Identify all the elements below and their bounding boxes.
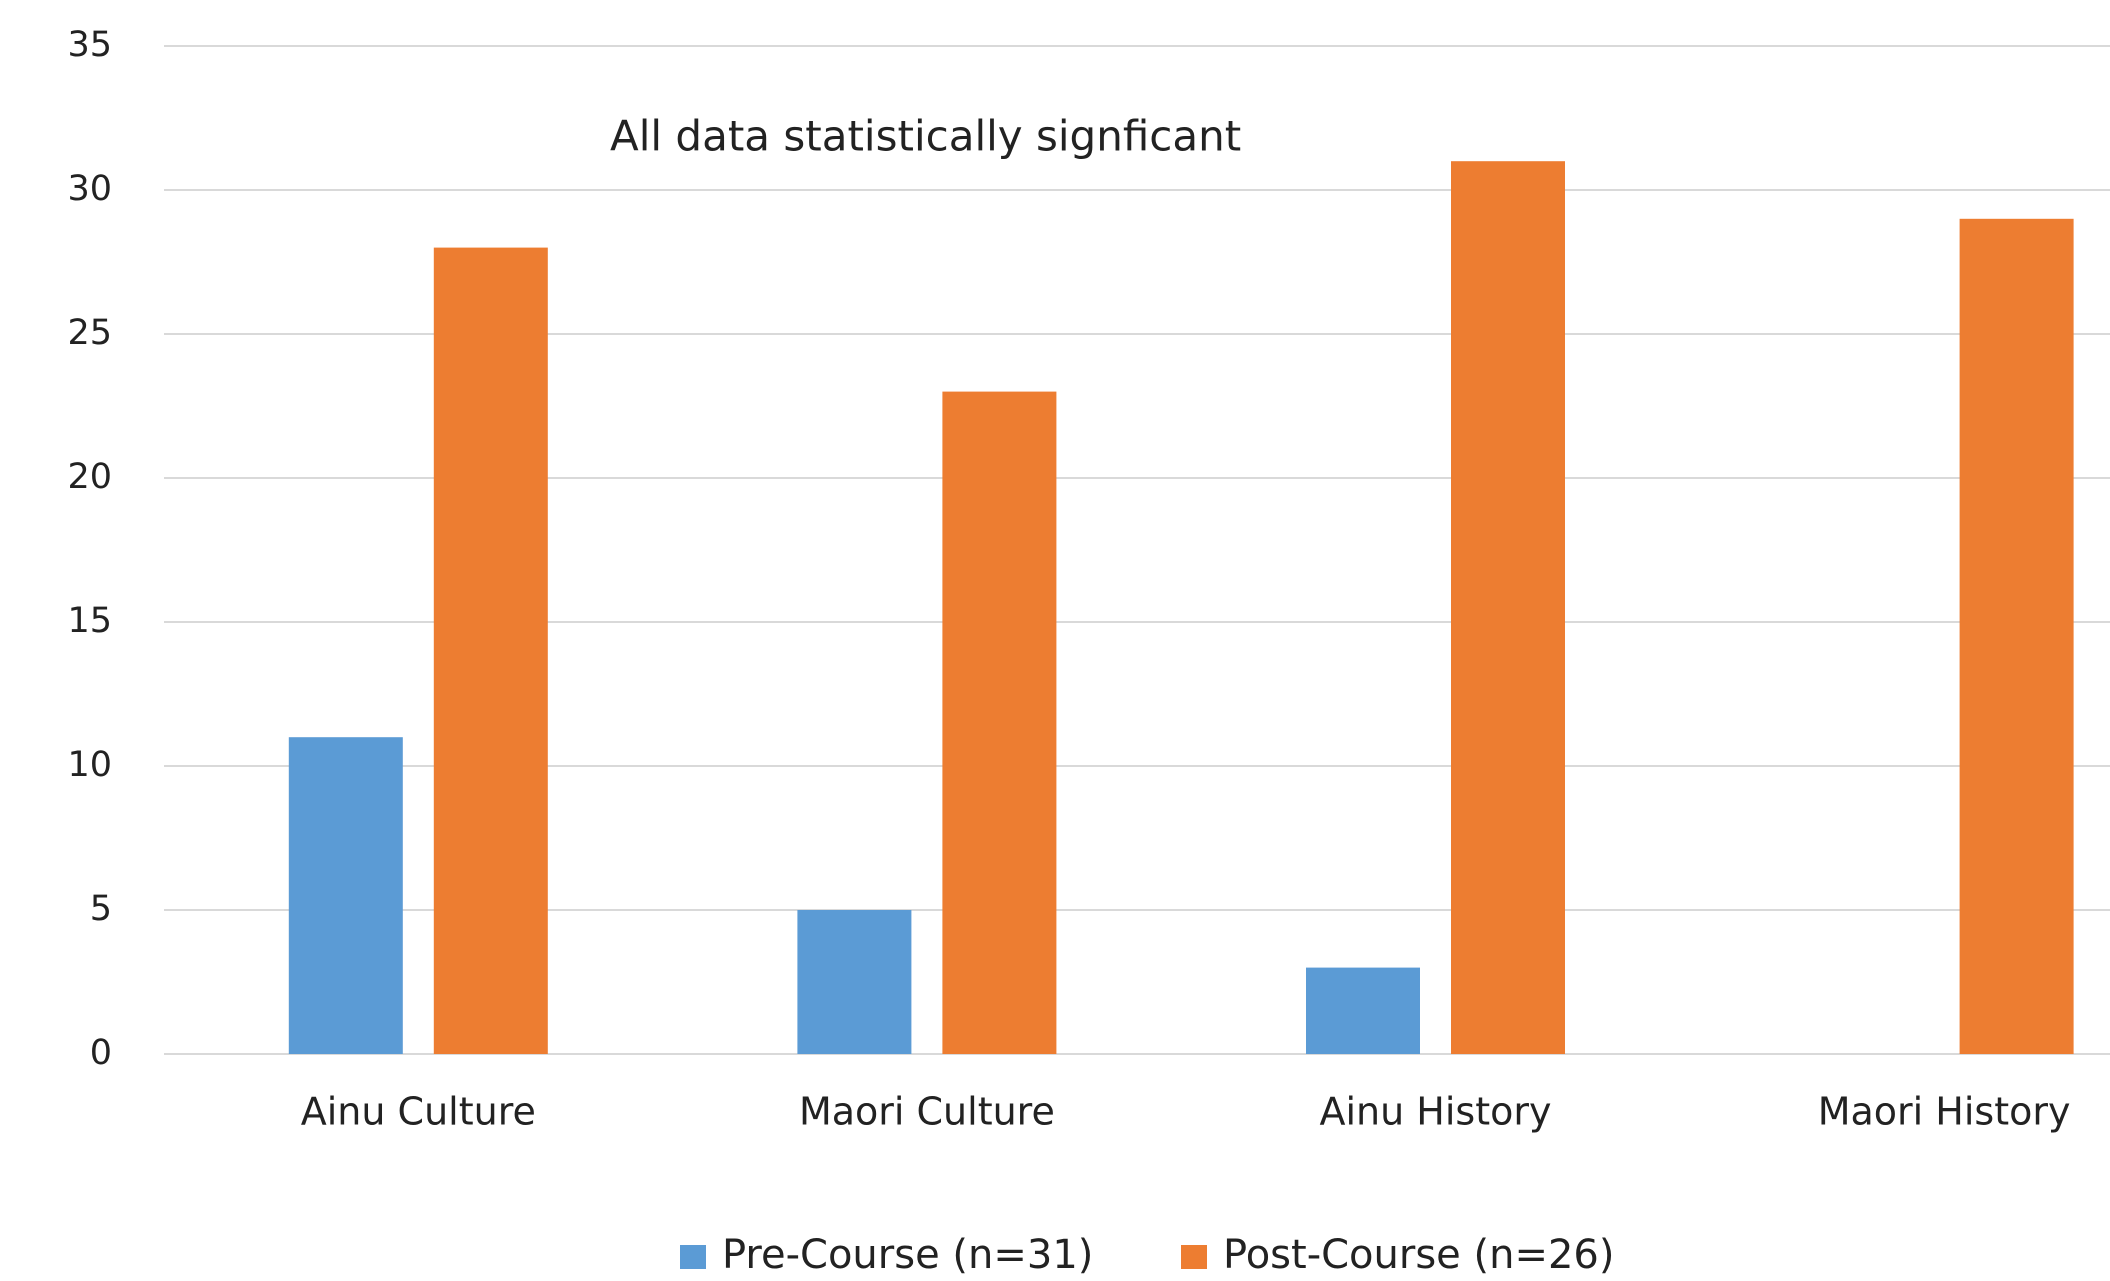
x-tick-label: Ainu Culture [301, 1090, 536, 1134]
y-tick-label: 15 [67, 601, 112, 641]
y-tick-label: 20 [67, 457, 112, 497]
annotation: All data statistically signficant [610, 112, 1241, 161]
bar [1306, 967, 1420, 1054]
y-tick-label: 10 [67, 745, 112, 785]
bar [1959, 218, 2074, 1055]
bar [1451, 161, 1565, 1054]
y-tick-label: 25 [67, 313, 112, 353]
bar [433, 247, 548, 1055]
y-tick-label: 30 [67, 169, 112, 209]
legend-swatch [1181, 1245, 1207, 1269]
x-tick-label: Maori Culture [799, 1090, 1055, 1134]
legend-label: Pre-Course (n=31) [722, 1232, 1093, 1278]
legend-swatch [680, 1245, 706, 1269]
x-tick-label: Ainu History [1320, 1090, 1552, 1134]
y-tick-label: 35 [67, 25, 112, 65]
bar [797, 910, 912, 1054]
y-tick-label: 5 [90, 889, 112, 929]
legend-label: Post-Course (n=26) [1223, 1232, 1614, 1278]
y-tick-label: 0 [90, 1033, 112, 1073]
x-tick-label: Maori History [1818, 1090, 2071, 1134]
bar [288, 737, 403, 1054]
bar [942, 391, 1057, 1055]
